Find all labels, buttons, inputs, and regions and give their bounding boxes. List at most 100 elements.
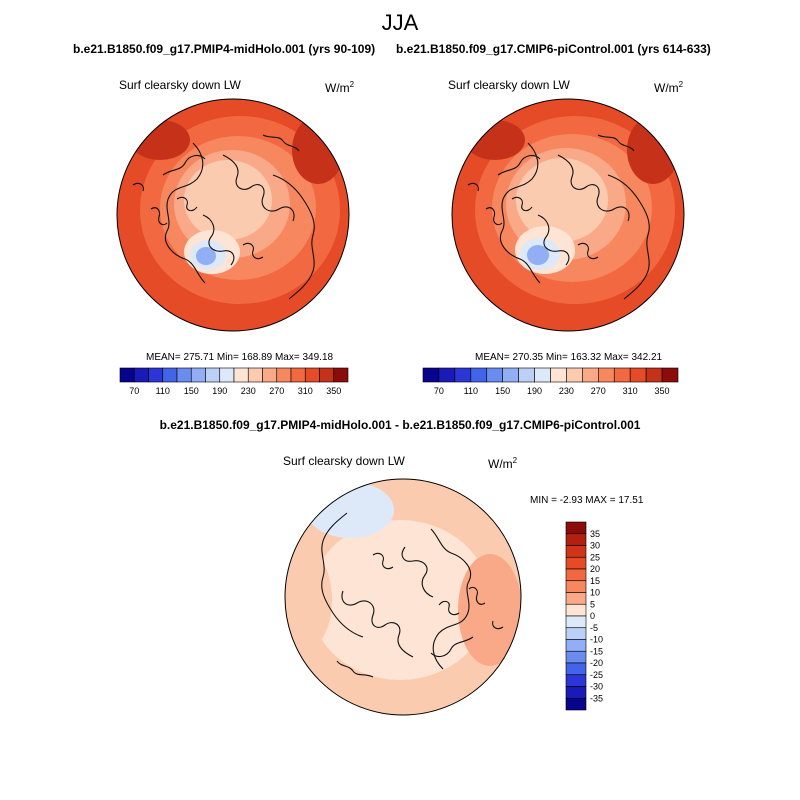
right-colorbar-swatch (438, 367, 456, 383)
diff-colorbar-tick: -25 (590, 670, 603, 680)
left-colorbar-swatch (190, 367, 206, 383)
left-map-border (116, 98, 350, 332)
diff-colorbar-tick: -15 (590, 646, 603, 656)
diff-colorbar-tick: -20 (590, 658, 603, 668)
left-colorbar-swatch (162, 367, 178, 383)
right-colorbar-swatch (629, 367, 647, 383)
left-units-label: W/m2 (325, 80, 355, 95)
diff-units-label: W/m2 (488, 456, 518, 471)
right-colorbar-tick: 350 (655, 386, 670, 396)
diff-colorbar-swatch (565, 650, 587, 664)
right-colorbar-swatch (613, 367, 631, 383)
diff-colorbar-tick: 10 (590, 588, 600, 598)
left-panel-header: b.e21.B1850.f09_g17.PMIP4-midHolo.001 (y… (73, 42, 376, 56)
left-colorbar-tick: 310 (298, 386, 313, 396)
diff-colorbar-tick: 35 (590, 529, 600, 539)
diff-colorbar-swatch (565, 674, 587, 687)
right-colorbar-swatch (422, 367, 440, 383)
diff-colorbar-tick: 15 (590, 576, 600, 586)
diff-colorbar-swatch (565, 545, 587, 558)
left-colorbar-swatch (119, 367, 135, 383)
left-colorbar-swatch (304, 367, 320, 383)
right-colorbar-swatch (454, 367, 472, 383)
right-colorbar-tick: 310 (623, 386, 638, 396)
diff-colorbar-tick: 20 (590, 564, 600, 574)
right-units-label: W/m2 (654, 80, 684, 95)
right-colorbar-tick: 190 (527, 386, 542, 396)
diff-colorbar-swatch (565, 603, 587, 617)
left-colorbar-swatch (333, 367, 349, 383)
diff-polar-map (285, 479, 521, 715)
figure-title: JJA (381, 10, 419, 35)
right-map-border (451, 98, 685, 332)
diff-colorbar-tick: 30 (590, 541, 600, 551)
diff-colorbar-swatch (565, 697, 587, 711)
diff-stats: MIN = -2.93 MAX = 17.51 (530, 495, 644, 506)
diff-colorbar-swatch (565, 580, 587, 593)
right-colorbar-swatch (645, 367, 663, 383)
diff-colorbar-swatch (565, 662, 587, 676)
right-panel-header: b.e21.B1850.f09_g17.CMIP6-piControl.001 … (396, 42, 711, 56)
right-colorbar-tick: 110 (464, 386, 478, 396)
right-colorbar-tick: 270 (591, 386, 606, 396)
diff-variable-label: Surf clearsky down LW (283, 454, 405, 468)
diff-panel-header: b.e21.B1850.f09_g17.PMIP4-midHolo.001 - … (159, 418, 641, 432)
right-colorbar-swatch (534, 367, 551, 383)
diff-colorbar-tick: -30 (590, 682, 603, 692)
diff-colorbar-tick: -10 (590, 635, 603, 645)
diff-colorbar-tick: 0 (590, 611, 595, 621)
diff-colorbar-swatch (565, 556, 587, 570)
left-colorbar-swatch (247, 367, 263, 383)
left-colorbar-tick: 270 (269, 386, 284, 396)
left-colorbar-swatch (219, 367, 235, 383)
diff-colorbar-swatch (565, 521, 587, 535)
right-colorbar-tick: 70 (434, 386, 444, 396)
right-variable-label: Surf clearsky down LW (448, 78, 570, 92)
right-colorbar-swatch (502, 367, 519, 383)
left-colorbar-swatch (233, 367, 249, 383)
diff-colorbar-tick: 5 (590, 599, 595, 609)
left-colorbar-swatch (176, 367, 192, 383)
right-colorbar-tick: 230 (559, 386, 574, 396)
right-stats: MEAN= 270.35 Min= 163.32 Max= 342.21 (475, 352, 663, 363)
right-colorbar-swatch (518, 367, 535, 383)
right-colorbar-swatch (661, 367, 679, 383)
diff-colorbar-swatch (565, 639, 587, 652)
left-colorbar-swatch (262, 367, 278, 383)
right-colorbar-swatch (598, 367, 615, 383)
left-colorbar-swatch (319, 367, 335, 383)
right-colorbar-swatch (582, 367, 599, 383)
right-colorbar-tick: 150 (495, 386, 510, 396)
left-colorbar-tick: 350 (326, 386, 341, 396)
left-colorbar-tick: 110 (156, 386, 170, 396)
diff-colorbar-swatch (565, 533, 587, 546)
left-variable-label: Surf clearsky down LW (119, 78, 241, 92)
left-colorbar-swatch (290, 367, 306, 383)
right-colorbar-swatch (566, 367, 583, 383)
diff-colorbar-tick: 25 (590, 552, 600, 562)
left-colorbar-tick: 190 (212, 386, 227, 396)
right-polar-map (452, 99, 684, 331)
left-colorbar-swatch (133, 367, 149, 383)
left-colorbar-swatch (205, 367, 221, 383)
left-colorbar-tick: 150 (184, 386, 199, 396)
left-colorbar-swatch (276, 367, 292, 383)
diff-colorbar-tick: -5 (590, 623, 598, 633)
right-colorbar-swatch (550, 367, 567, 383)
right-colorbar: 70 110 150 190 230 270 310 350 (422, 367, 679, 396)
right-colorbar-swatch (486, 367, 503, 383)
left-stats: MEAN= 275.71 Min= 168.89 Max= 349.18 (146, 352, 334, 363)
diff-colorbar-swatch (565, 627, 587, 640)
left-colorbar-tick: 70 (129, 386, 139, 396)
diff-map-border (284, 478, 522, 716)
left-polar-map (117, 99, 349, 331)
diff-colorbar-swatch (565, 615, 587, 629)
diff-colorbar-swatch (565, 592, 587, 605)
left-colorbar-swatch (148, 367, 164, 383)
left-colorbar-tick: 230 (241, 386, 256, 396)
diff-colorbar-tick: -35 (590, 693, 603, 703)
right-colorbar-swatch (470, 367, 488, 383)
diff-colorbar-swatch (565, 568, 587, 582)
